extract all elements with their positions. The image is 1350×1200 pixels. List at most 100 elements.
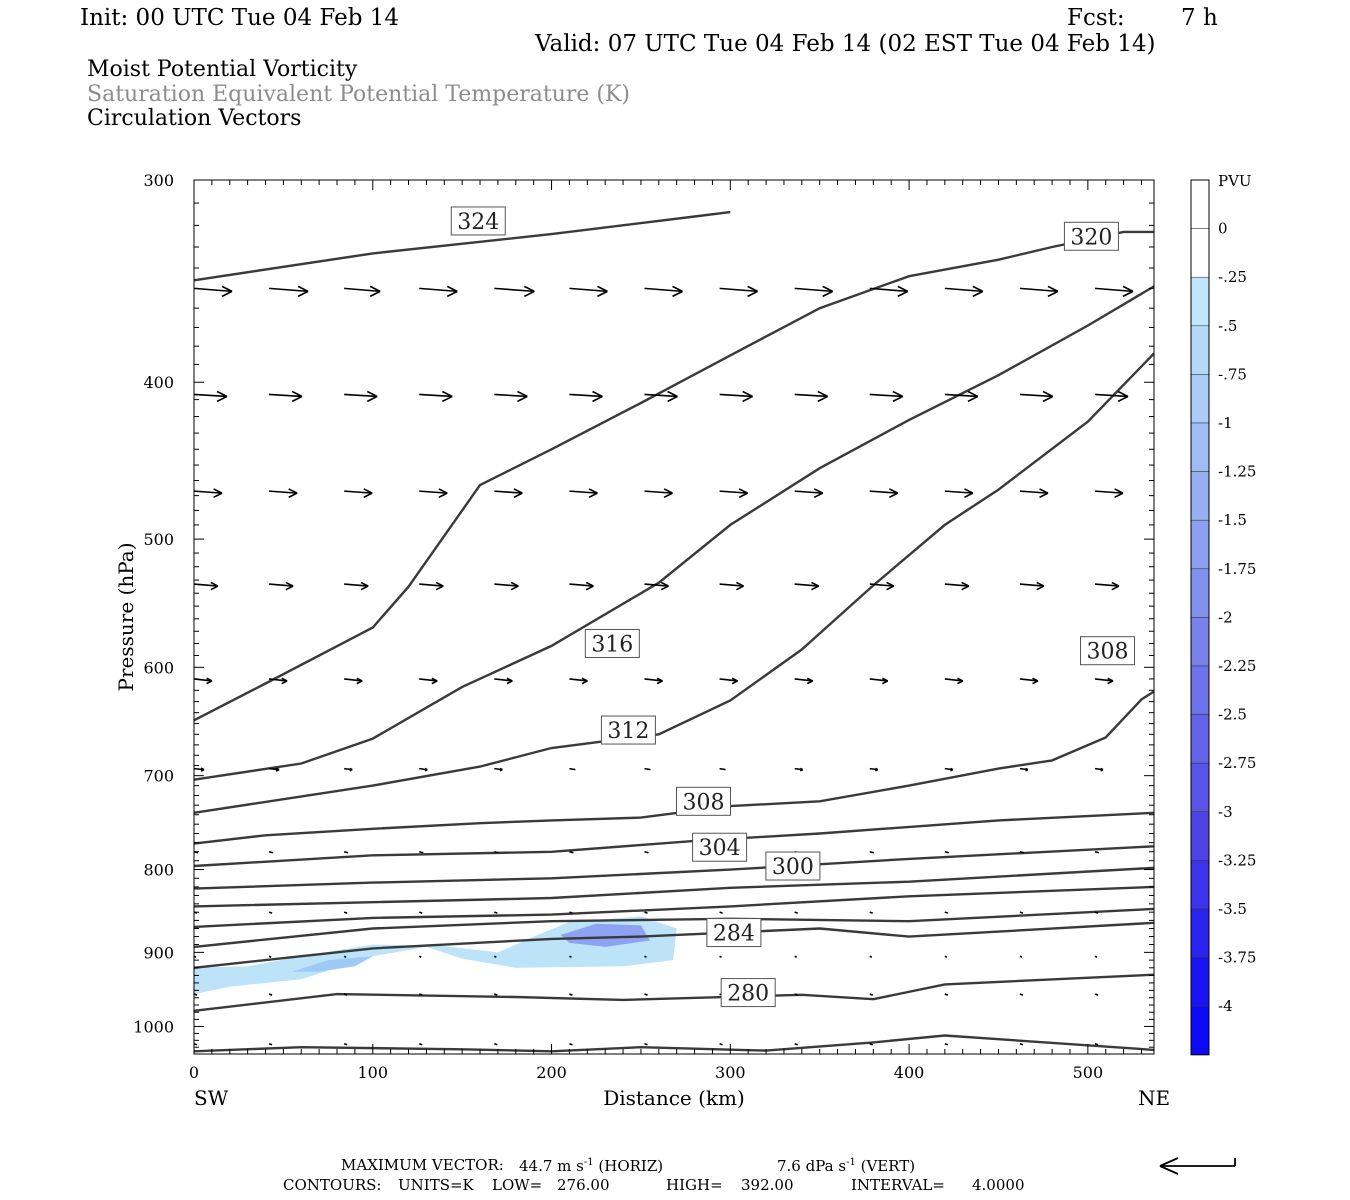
vector-shaft [794, 393, 828, 398]
circulation-vector [644, 993, 648, 996]
circulation-vector [869, 955, 873, 958]
colorbar-label: -1 [1218, 414, 1233, 432]
vector-shaft [494, 678, 513, 682]
vector-shaft [569, 911, 573, 914]
circulation-vector [569, 677, 588, 685]
theta-e-contour [193, 1034, 1155, 1053]
vector-shaft [644, 850, 649, 854]
vector-head [897, 285, 909, 298]
vector-head [811, 581, 820, 591]
vector-head [1117, 390, 1129, 403]
theta-e-contour [193, 352, 1155, 814]
circulation-vector [794, 488, 824, 499]
circulation-vector [869, 1043, 874, 1046]
vector-shaft [419, 583, 444, 587]
y-tick-label: 500 [143, 530, 174, 549]
pv-shade-region [194, 916, 677, 995]
vector-shaft [944, 583, 969, 587]
vector-head [592, 390, 603, 403]
theta-e-contour [193, 866, 1155, 908]
vector-shaft [569, 678, 588, 682]
init-time: Init: 00 UTC Tue 04 Feb 14 [80, 5, 400, 31]
vector-shaft [268, 993, 273, 996]
circulation-vector [869, 767, 879, 772]
colorbar-swatch [1190, 762, 1210, 813]
circulation-vector [719, 581, 744, 591]
max-vector-horiz: 44.7 m s-1 (HORIZ) [519, 1157, 664, 1175]
vector-shaft [569, 955, 572, 958]
vector-shaft [418, 955, 422, 958]
circulation-vector [269, 767, 280, 772]
vector-shaft [869, 955, 873, 958]
circulation-vector [493, 955, 497, 958]
vector-head [356, 677, 363, 685]
x-tick-label: 100 [357, 1063, 388, 1082]
vector-head [957, 677, 964, 685]
vector-shaft [343, 993, 348, 996]
vector-head [667, 390, 678, 403]
theta-e-contour [193, 885, 1155, 929]
x-tick-label: 400 [894, 1063, 925, 1082]
circulation-vector [1019, 993, 1024, 996]
y-tick-label: 400 [143, 373, 174, 392]
vector-shaft [268, 1043, 273, 1046]
circulation-vector [944, 677, 964, 685]
circulation-vector [719, 955, 722, 958]
colorbar-swatch [1190, 908, 1210, 958]
circulation-vector [1019, 1043, 1024, 1046]
theta-e-contour [193, 285, 1155, 781]
vector-head [360, 581, 369, 591]
vector-shaft [944, 1043, 949, 1046]
circulation-vector [343, 993, 348, 996]
contour-label-box [692, 832, 748, 862]
vector-shaft [419, 287, 458, 293]
vector-shaft [569, 1043, 573, 1046]
vector-head [1122, 285, 1134, 298]
contour-label-box [584, 628, 640, 658]
vector-shaft [719, 583, 744, 587]
circulation-vector [719, 488, 748, 499]
colorbar-swatch [1190, 811, 1210, 861]
vector-head [523, 285, 535, 298]
vector-shaft [193, 583, 219, 587]
vector-head [1114, 488, 1124, 499]
colorbar-swatch [1190, 665, 1210, 715]
vector-head [663, 488, 673, 499]
circulation-vector [1094, 850, 1100, 854]
circulation-vector [869, 993, 874, 996]
colorbar-swatch [1190, 179, 1210, 229]
theta-e-contour [193, 845, 1155, 890]
vector-head [1036, 581, 1045, 591]
contour-label-text: 320 [1070, 225, 1112, 250]
circulation-vector [343, 1043, 348, 1046]
vector-shaft [719, 1043, 723, 1046]
contour-labels: 324 320 316 312 308 308 304 300 284 280 [450, 206, 1136, 1008]
vector-head [349, 767, 353, 772]
circulation-vector [419, 767, 428, 772]
contour-label: 316 [584, 628, 640, 658]
vector-head [813, 488, 824, 499]
vector-head [275, 767, 280, 772]
circulation-vector [344, 488, 373, 499]
field-title-vectors: Circulation Vectors [87, 106, 302, 131]
vector-shaft [794, 911, 798, 914]
vector-shaft [644, 393, 678, 398]
circulation-vector [418, 993, 423, 996]
vector-shaft [418, 993, 423, 996]
x-axis-label: Distance (km) [603, 1086, 745, 1110]
vector-shaft [1094, 678, 1114, 682]
axes: 0 100 200 300 400 500 300 400 500 600 700 800 900 100… [133, 171, 1154, 1082]
circulation-vector [1019, 850, 1025, 854]
vector-head [281, 677, 288, 685]
colorbar-swatch [1190, 1005, 1210, 1056]
contour-high-label: HIGH= [666, 1176, 723, 1194]
contour-label: 300 [765, 851, 821, 881]
contour-label-box [1080, 636, 1136, 666]
circulation-vector [719, 285, 758, 298]
vector-shaft [869, 1043, 874, 1046]
circulation-vector [494, 581, 519, 591]
circulation-vector [569, 1043, 573, 1046]
circulation-vector [193, 488, 223, 499]
circulation-vector [869, 850, 874, 854]
contour-label: 308 [1080, 636, 1136, 666]
